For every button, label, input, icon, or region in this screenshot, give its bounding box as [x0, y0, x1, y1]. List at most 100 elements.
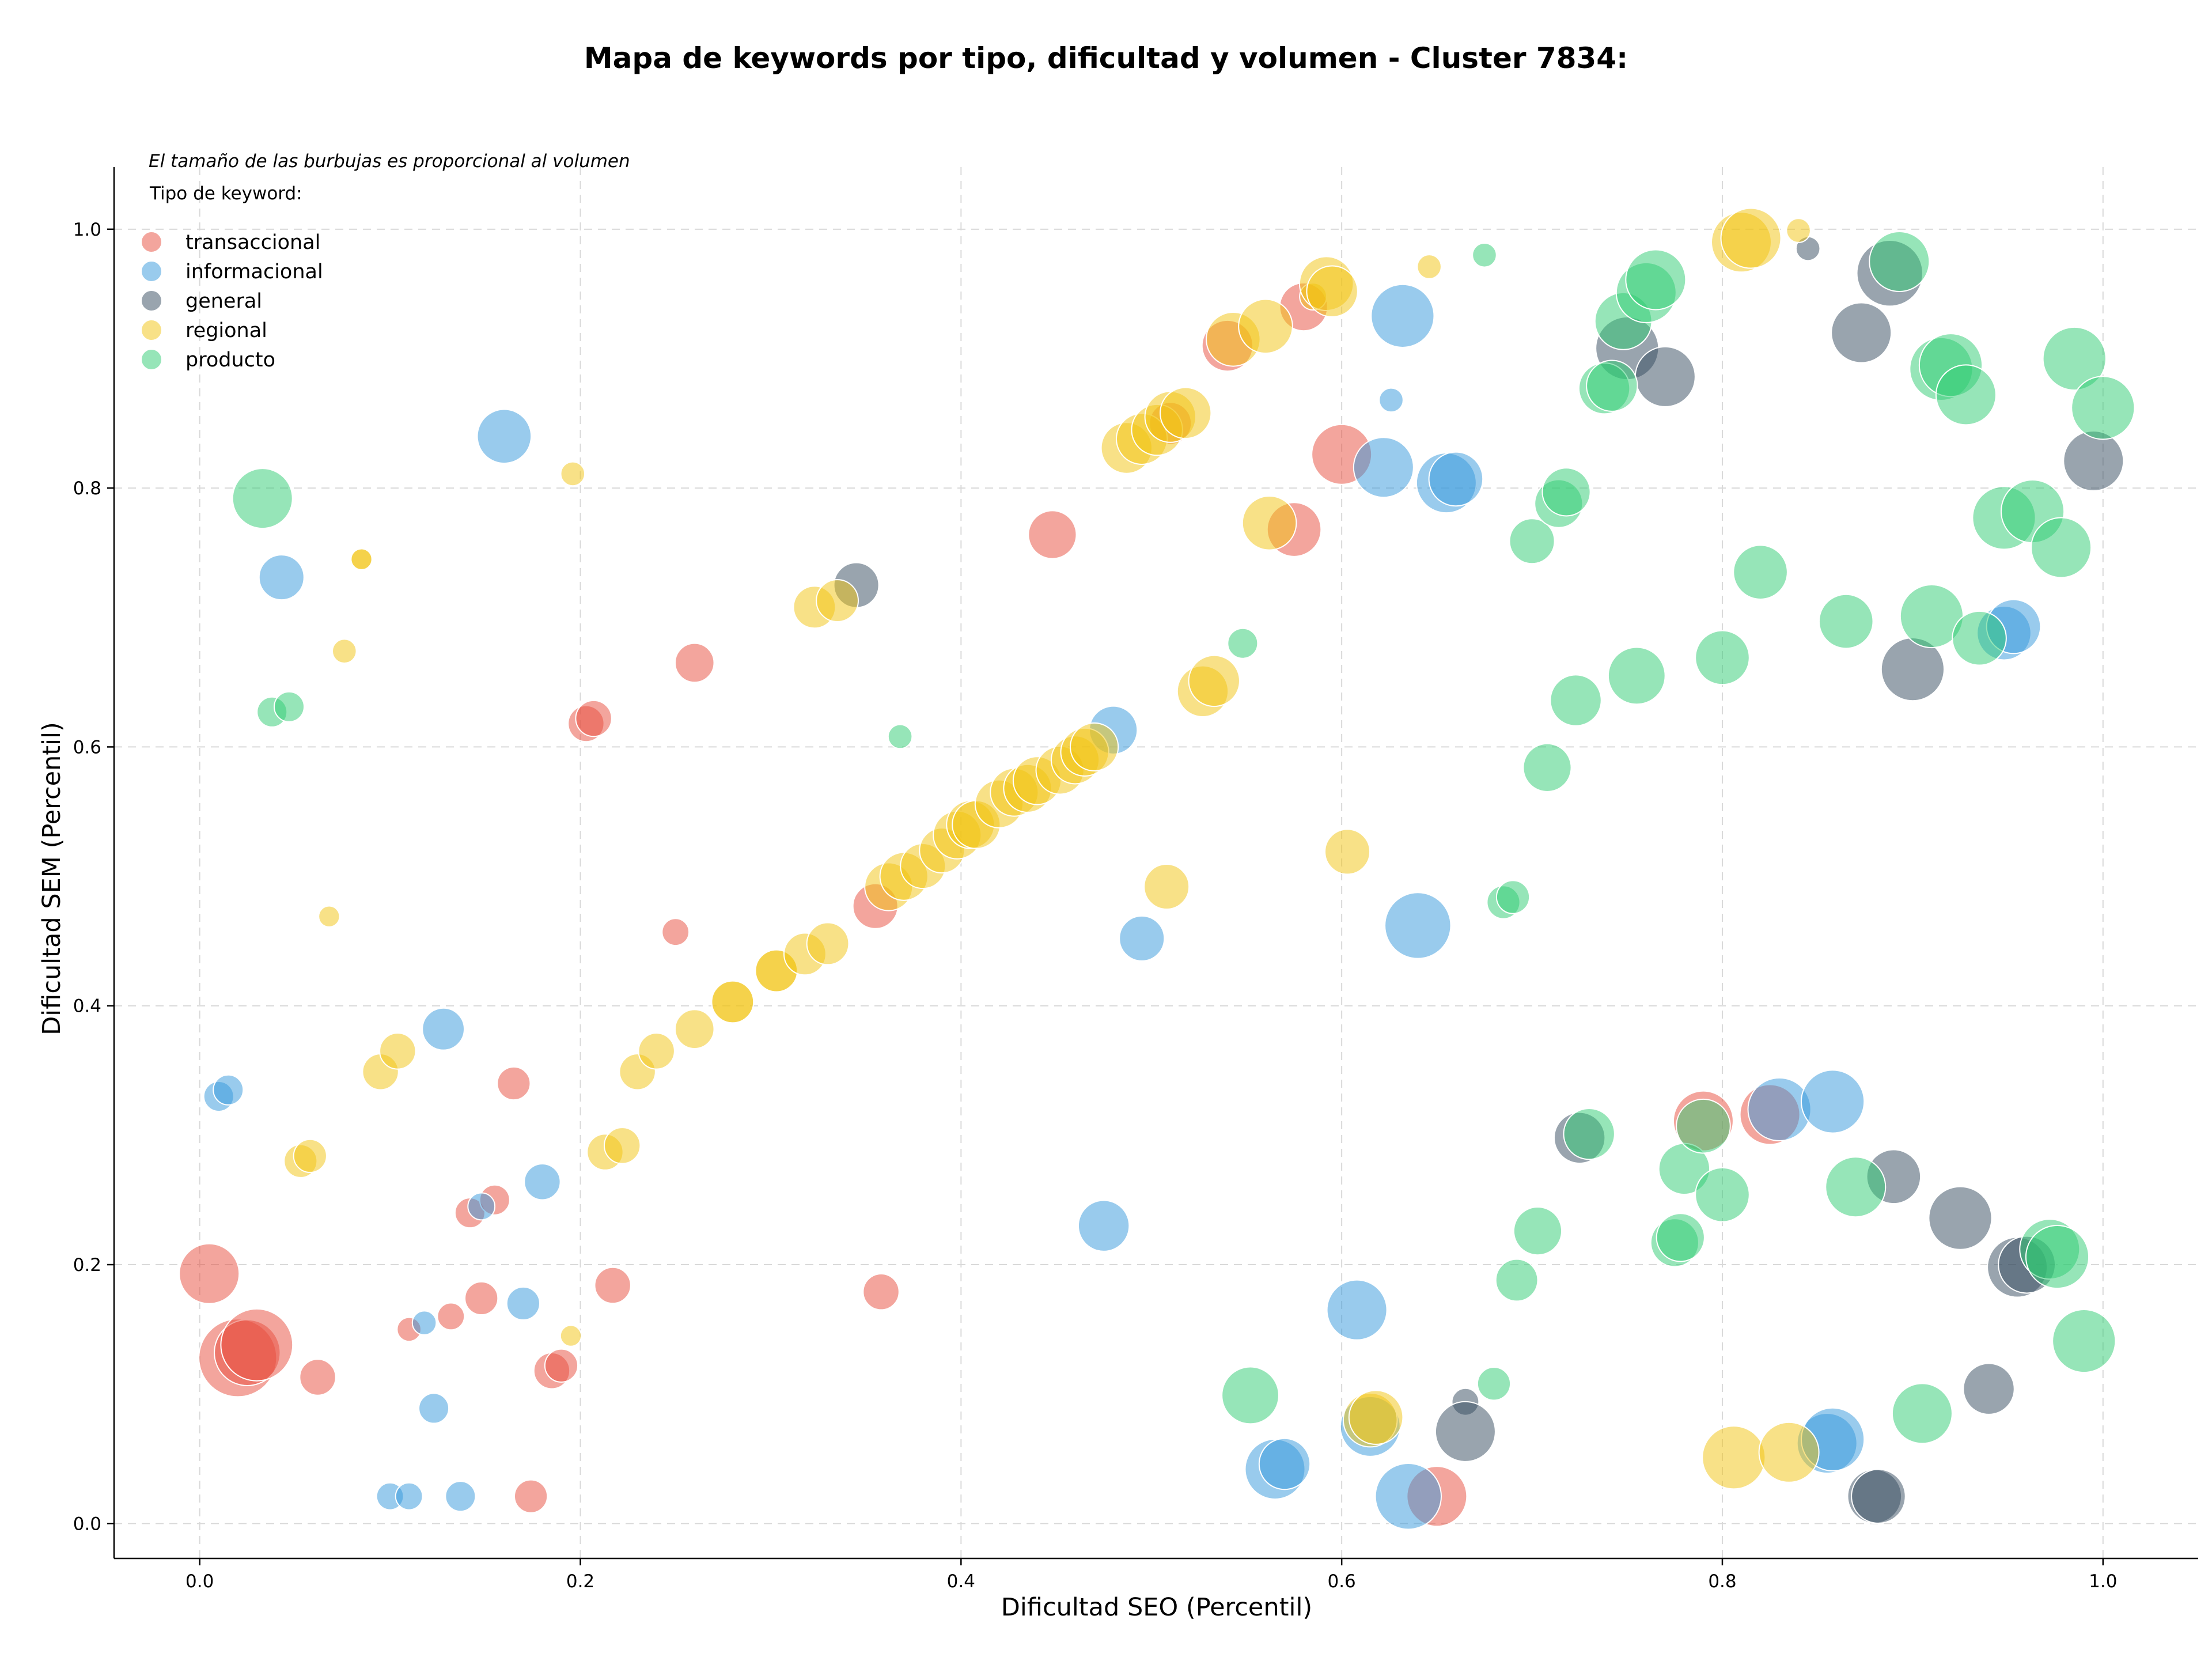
bubble-transaccional	[179, 1243, 240, 1304]
bubble-producto	[2025, 1224, 2090, 1289]
y-tick-label: 0.0	[73, 1514, 101, 1534]
bubble-producto	[1676, 1098, 1731, 1154]
bubble-producto	[1891, 1383, 1953, 1444]
bubble-informacional	[395, 1482, 423, 1511]
bubble-producto	[2052, 1308, 2116, 1374]
bubble-producto	[2071, 376, 2135, 440]
x-tick-label: 1.0	[2089, 1571, 2117, 1592]
bubble-regional	[1241, 495, 1297, 551]
bubble-regional	[638, 1032, 675, 1070]
bubble-informacional	[1370, 283, 1435, 348]
bubble-producto	[1695, 630, 1750, 686]
bubble-transaccional	[497, 1066, 531, 1101]
legend-title: Tipo de keyword:	[149, 183, 302, 204]
bubble-producto	[1221, 1366, 1279, 1425]
bubble-producto	[1935, 364, 1997, 426]
x-tick-label: 0.8	[1708, 1571, 1736, 1592]
bubble-general	[1928, 1186, 1993, 1250]
bubble-transaccional	[674, 642, 715, 683]
bubble-regional	[331, 638, 357, 664]
bubble-informacional	[1747, 1077, 1812, 1142]
bubble-producto	[1476, 1367, 1512, 1401]
bubble-regional	[603, 1127, 641, 1164]
bubble-informacional	[1077, 1200, 1130, 1252]
bubble-regional	[1306, 265, 1358, 317]
bubble-producto	[1952, 610, 2007, 666]
bubble-producto	[273, 691, 305, 722]
bubble-producto	[1825, 1156, 1887, 1218]
y-tick-label: 0.2	[73, 1255, 101, 1276]
chart-title: Mapa de keywords por tipo, dificultad y …	[584, 41, 1628, 75]
bubble-producto	[2042, 326, 2107, 391]
bubble-informacional	[1384, 892, 1452, 959]
bubble-transaccional	[661, 918, 690, 947]
bubble-transaccional	[514, 1479, 548, 1514]
bubble-general	[1634, 346, 1696, 407]
bubble-regional	[1188, 654, 1240, 707]
bubble-producto	[1495, 880, 1531, 914]
bubble-regional	[1143, 864, 1190, 910]
bubble-producto	[1733, 544, 1788, 600]
grid	[114, 167, 2198, 1558]
bubble-regional	[1324, 828, 1371, 875]
bubble-producto	[1541, 467, 1591, 517]
bubble-producto	[1869, 230, 1930, 292]
legend-label-regional: regional	[185, 319, 267, 342]
legend-marker-transaccional	[141, 231, 162, 253]
legend-label-transaccional: transaccional	[185, 231, 320, 254]
bubble-regional	[1720, 207, 1782, 269]
bubble-informacional	[418, 1393, 450, 1424]
legend-marker-general	[141, 290, 162, 312]
bubble-producto	[1495, 1258, 1539, 1302]
bubble-regional	[1070, 722, 1119, 772]
bubble-regional	[1238, 298, 1293, 354]
bubble-regional	[559, 1325, 582, 1347]
bubble-general	[1434, 1401, 1496, 1462]
bubble-regional	[350, 548, 373, 570]
bubble-producto	[1509, 518, 1555, 565]
bubble-regional	[1786, 218, 1811, 243]
ticks: 0.0 0.2 0.4 0.6 0.8 1.0 0.0 0.2 0.4 0.6 0.8 1.0	[73, 220, 2118, 1592]
bubble-producto	[2031, 517, 2092, 578]
x-tick-label: 0.2	[566, 1571, 594, 1592]
bubble-informacional	[445, 1481, 476, 1512]
bubble-producto	[1227, 627, 1259, 659]
size-note: El tamaño de las burbujas es proporciona…	[149, 151, 630, 172]
bubble-informacional	[1326, 1279, 1388, 1341]
bubble-producto	[887, 724, 913, 750]
x-tick-label: 0.4	[947, 1571, 975, 1592]
bubble-informacional	[506, 1286, 540, 1321]
legend: Tipo de keyword: transaccional informacio…	[141, 183, 323, 372]
bubble-informacional	[476, 408, 532, 464]
legend-marker-informacional	[141, 260, 162, 282]
bubble-informacional	[467, 1192, 496, 1221]
bubble-producto	[1586, 360, 1638, 412]
legend-label-general: general	[185, 290, 262, 313]
bubble-regional	[379, 1032, 416, 1070]
bubble-producto	[1522, 743, 1572, 792]
bubble-producto	[1656, 1213, 1705, 1262]
bubble-general	[1831, 302, 1892, 364]
bubble-producto	[1818, 593, 1874, 649]
bubble-informacional	[524, 1163, 561, 1201]
axes	[113, 167, 2198, 1560]
bubble-informacional	[422, 1007, 465, 1051]
bubble-informacional	[411, 1310, 437, 1335]
bubbles	[179, 207, 2135, 1530]
bubble-transaccional	[464, 1281, 499, 1316]
y-tick-label: 0.6	[73, 737, 101, 758]
bubble-regional	[318, 905, 340, 928]
bubble-transaccional	[862, 1273, 900, 1311]
bubble-general	[2063, 430, 2124, 491]
x-tick-label: 0.6	[1327, 1571, 1355, 1592]
bubble-informacional	[1801, 1069, 1865, 1134]
bubble-producto	[1550, 674, 1602, 727]
y-tick-label: 0.4	[73, 996, 101, 1017]
bubble-producto	[1563, 1107, 1615, 1160]
bubble-producto	[1513, 1206, 1563, 1256]
bubble-informacional	[1353, 437, 1414, 498]
bubble-informacional	[258, 554, 305, 601]
bubble-regional	[293, 1138, 327, 1173]
bubble-transaccional	[220, 1308, 294, 1382]
